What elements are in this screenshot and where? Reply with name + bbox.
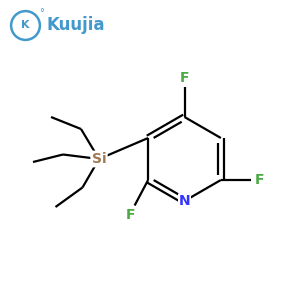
Text: Kuujia: Kuujia: [46, 16, 105, 34]
Text: K: K: [21, 20, 30, 31]
Text: N: N: [179, 194, 190, 208]
Text: F: F: [125, 208, 135, 221]
Text: F: F: [255, 173, 265, 187]
Text: F: F: [180, 71, 189, 85]
Text: Si: Si: [92, 152, 106, 166]
Text: °: °: [39, 8, 44, 18]
